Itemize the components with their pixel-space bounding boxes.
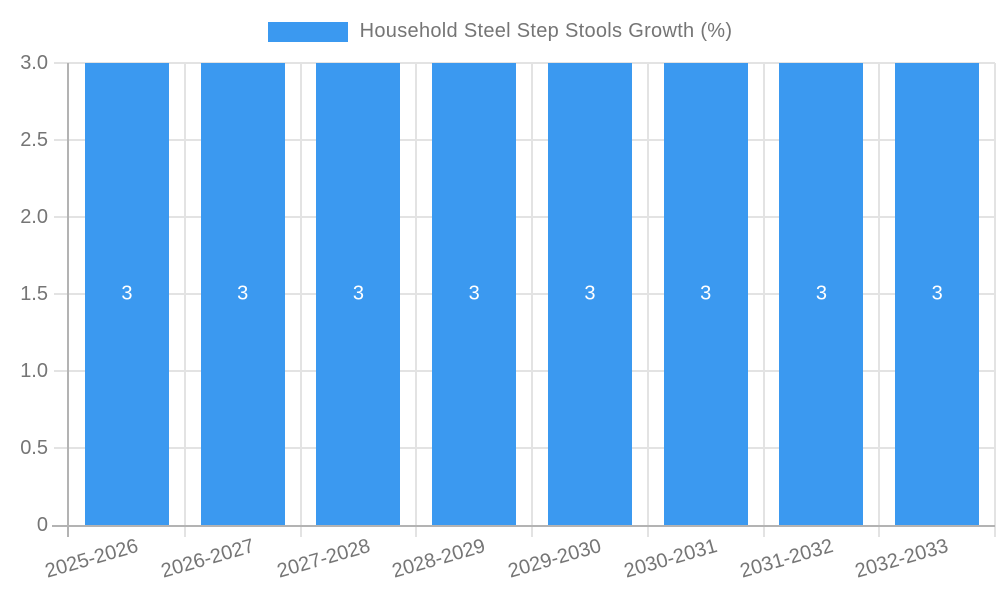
bar[interactable]: 3 (895, 63, 980, 525)
x-axis-tick-label: 2028-2029 (390, 535, 489, 583)
y-axis-tick-label: 3.0 (20, 52, 48, 74)
v-gridline (878, 63, 881, 537)
v-gridline (299, 63, 302, 537)
bar[interactable]: 3 (663, 63, 748, 525)
y-axis-tick-label: 0.5 (20, 437, 48, 459)
y-axis-tick-label: 2.5 (20, 129, 48, 151)
h-gridline (54, 447, 995, 449)
bar[interactable]: 3 (432, 63, 517, 525)
v-gridline (415, 63, 418, 537)
h-gridline (54, 216, 995, 218)
h-gridline (54, 62, 995, 64)
bar[interactable]: 3 (316, 63, 401, 525)
bar[interactable]: 3 (779, 63, 864, 525)
v-gridline (646, 63, 649, 537)
bar-value-label: 3 (352, 282, 364, 305)
bar[interactable]: 3 (547, 63, 632, 525)
bar-value-label: 3 (584, 282, 596, 305)
bar-value-label: 3 (931, 282, 943, 305)
x-axis-tick-label: 2025-2026 (42, 535, 141, 583)
y-axis-tick-label: 2.0 (20, 206, 48, 228)
x-axis-tick-label: 2031-2032 (737, 535, 836, 583)
bar-value-label: 3 (237, 282, 249, 305)
bar-value-label: 3 (468, 282, 480, 305)
plot-area: 3 3 3 3 3 3 3 3 (52, 62, 996, 537)
bar-value-label: 3 (815, 282, 827, 305)
v-gridline (531, 63, 533, 537)
x-axis-tick-label: 2026-2027 (158, 535, 257, 583)
h-gridline (54, 293, 995, 295)
legend[interactable]: Household Steel Step Stools Growth (%) (0, 20, 1000, 43)
x-axis-tick-label: 2030-2031 (621, 535, 720, 583)
bar-value-label: 3 (121, 282, 133, 305)
legend-color-swatch (267, 21, 348, 42)
y-axis-tick-label: 1.0 (20, 360, 48, 382)
v-gridline (994, 63, 996, 537)
x-axis-tick-label: 2029-2030 (505, 535, 604, 583)
bar[interactable]: 3 (84, 63, 169, 525)
h-gridline (54, 370, 995, 372)
h-gridline (54, 139, 995, 141)
v-gridline (183, 63, 186, 537)
x-axis-tick-label: 2027-2028 (274, 535, 373, 583)
legend-series-label: Household Steel Step Stools Growth (%) (359, 20, 733, 42)
y-axis-tick-label: 0 (36, 514, 48, 536)
v-gridline (762, 63, 765, 537)
y-axis-tick-label: 1.5 (20, 283, 48, 305)
bar[interactable]: 3 (200, 63, 285, 525)
x-axis-tick-label: 2032-2033 (853, 535, 952, 583)
bar-value-label: 3 (700, 282, 712, 305)
